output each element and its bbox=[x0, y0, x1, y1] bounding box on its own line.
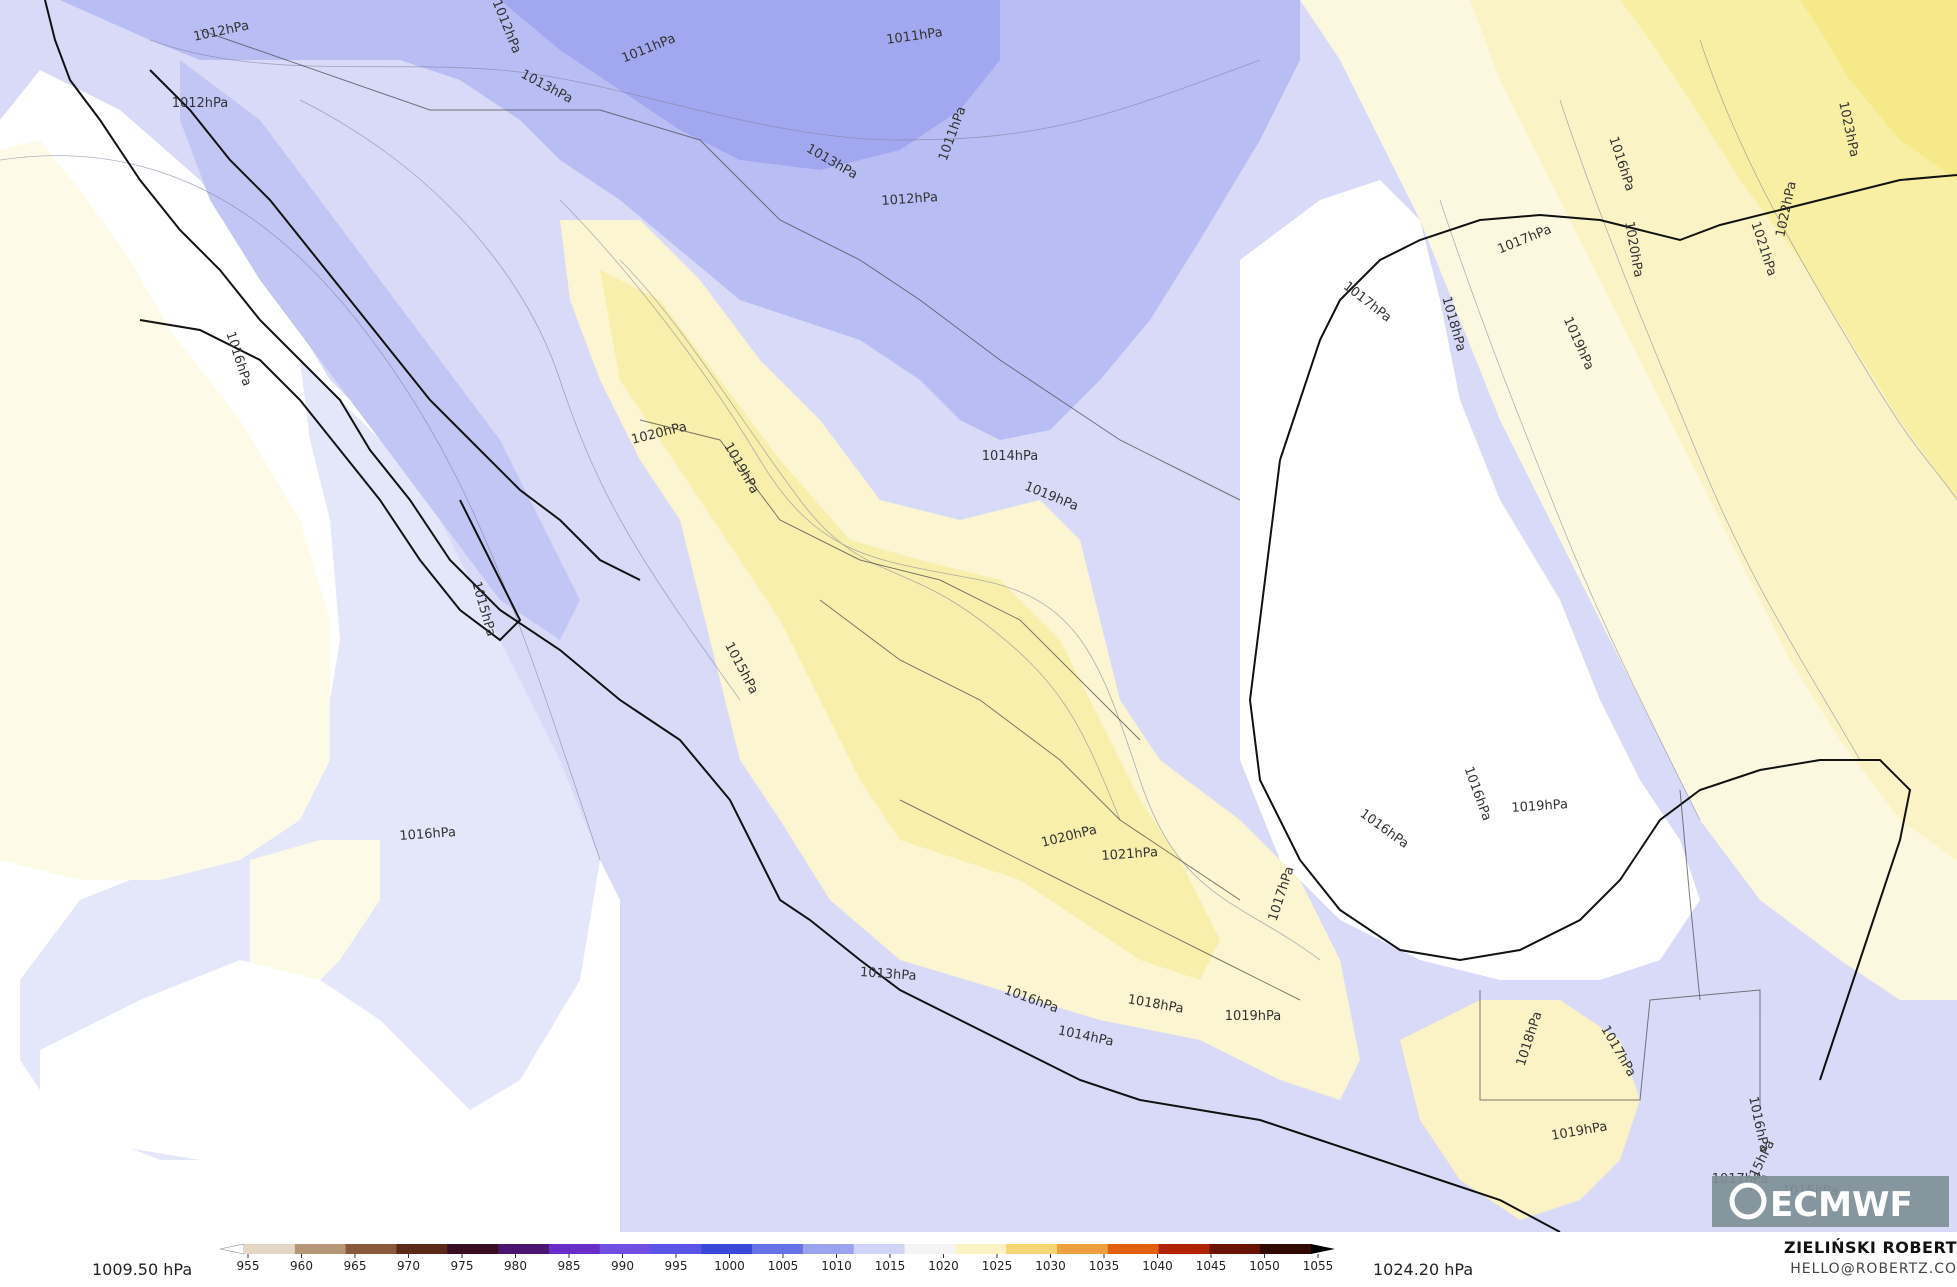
colorbar-tick-label: 990 bbox=[611, 1259, 634, 1273]
ecmwf-logo-text: ECMWF bbox=[1770, 1185, 1913, 1225]
colorbar-segment bbox=[1158, 1244, 1210, 1254]
colorbar-tick-label: 1005 bbox=[768, 1259, 799, 1273]
east-high-band-3 bbox=[1620, 0, 1957, 500]
colorbar-segment bbox=[650, 1244, 702, 1254]
colorbar-segment bbox=[904, 1244, 956, 1254]
east-high-band-4 bbox=[1800, 0, 1957, 180]
ecmwf-logo-icon bbox=[1729, 1182, 1767, 1220]
colorbar-segment bbox=[447, 1244, 499, 1254]
isobar-label: 1013hPa bbox=[860, 965, 917, 984]
isobar-label: 1019hPa bbox=[1225, 1009, 1282, 1024]
colorbar-left-arrow bbox=[219, 1243, 245, 1255]
pacific-yellow-tint bbox=[0, 140, 330, 880]
colorbar-tick-label: 980 bbox=[504, 1259, 527, 1273]
colorbar-segment bbox=[1107, 1244, 1160, 1254]
colorbar-min-label: 1009.50 hPa bbox=[92, 1260, 193, 1279]
colorbar-tick-label: 1050 bbox=[1249, 1259, 1280, 1273]
isobar-label: 1014hPa bbox=[982, 449, 1039, 464]
colorbar-segment bbox=[853, 1244, 906, 1254]
colorbar-tick-label: 1025 bbox=[982, 1259, 1013, 1273]
colorbar-max-label: 1024.20 hPa bbox=[1373, 1260, 1474, 1279]
pressure-map: 1012hPa 1012hPa 1011hPa 1011hPa 1013hPa 1012h… bbox=[0, 0, 1957, 1233]
isobar-label: 1021hPa bbox=[1101, 845, 1158, 864]
colorbar-tick-label: 985 bbox=[558, 1259, 581, 1273]
colorbar-segment bbox=[1006, 1244, 1058, 1254]
state-borders bbox=[199, 29, 1761, 1110]
colorbar-tick-label: 975 bbox=[451, 1259, 474, 1273]
colorbar-tick-label: 1035 bbox=[1089, 1259, 1120, 1273]
colorbar-segment bbox=[1056, 1244, 1109, 1254]
colorbar-segment bbox=[1260, 1244, 1312, 1254]
colorbar: 955 960 965 970 975 980 985 990 995 1000 1005 1010 1… bbox=[219, 1243, 1335, 1273]
plateau-core-high bbox=[600, 270, 1220, 980]
colorbar-tick-label: 1045 bbox=[1196, 1259, 1227, 1273]
isobar-label: 1019hPa bbox=[1511, 797, 1568, 816]
colorbar-segment bbox=[802, 1244, 855, 1254]
northern-low-zone bbox=[60, 0, 1300, 440]
pacific-mid-zone bbox=[20, 360, 600, 1160]
gulf-neutral-zone bbox=[1240, 180, 1700, 980]
colorbar-segment bbox=[955, 1244, 1007, 1254]
colorbar-segment bbox=[1209, 1244, 1261, 1254]
footer: 1009.50 hPa 955 960 965 970 975 980 985 990 995 1… bbox=[0, 1232, 1957, 1287]
colorbar-segment bbox=[752, 1244, 804, 1254]
author-email: HELLO@ROBERTZ.CO bbox=[1790, 1261, 1957, 1277]
colorbar-tick-label: 1000 bbox=[714, 1259, 745, 1273]
isobar-lines bbox=[0, 39, 1957, 961]
ecmwf-logo: ECMWF bbox=[1712, 1176, 1949, 1227]
northern-deep-low bbox=[500, 0, 1000, 170]
author-credit: ZIELIŃSKI ROBERT HELLO@ROBERTZ.CO bbox=[1784, 1238, 1957, 1277]
isobar-label: 1012hPa bbox=[172, 96, 229, 111]
colorbar-tick-label: 965 bbox=[344, 1259, 367, 1273]
colorbar-segment bbox=[345, 1244, 397, 1254]
colorbar-tick-label: 955 bbox=[237, 1259, 260, 1273]
coastline bbox=[44, 0, 1957, 1233]
colorbar-segment bbox=[244, 1244, 296, 1254]
colorbar-segment bbox=[701, 1244, 753, 1254]
colorbar-tick-label: 960 bbox=[290, 1259, 313, 1273]
colorbar-tick-label: 1055 bbox=[1303, 1259, 1334, 1273]
colorbar-tick-label: 970 bbox=[397, 1259, 420, 1273]
pacific-white-lower bbox=[40, 960, 480, 1170]
colorbar-tick-label: 1020 bbox=[928, 1259, 959, 1273]
gulf-california-low bbox=[180, 60, 580, 640]
isobar-label: 1012hPa bbox=[881, 190, 938, 209]
colorbar-segment bbox=[396, 1244, 448, 1254]
author-name: ZIELIŃSKI ROBERT bbox=[1783, 1238, 1957, 1257]
colorbar-tick-label: 1040 bbox=[1142, 1259, 1173, 1273]
colorbar-tick-label: 1010 bbox=[821, 1259, 852, 1273]
central-america-high bbox=[1400, 1000, 1640, 1220]
map-canvas: 1012hPa 1012hPa 1011hPa 1011hPa1013hPa1012h… bbox=[0, 0, 1957, 1233]
colorbar-tick-label: 1030 bbox=[1035, 1259, 1066, 1273]
isobar-label: 1016hPa bbox=[399, 825, 456, 844]
colorbar-segment bbox=[498, 1244, 550, 1254]
colorbar-tick-label: 1015 bbox=[875, 1259, 906, 1273]
colorbar-segment bbox=[599, 1244, 651, 1254]
colorbar-segment bbox=[548, 1244, 601, 1254]
colorbar-segment bbox=[294, 1244, 347, 1254]
colorbar-tick-label: 995 bbox=[665, 1259, 688, 1273]
colorbar-right-arrow bbox=[1311, 1244, 1335, 1254]
